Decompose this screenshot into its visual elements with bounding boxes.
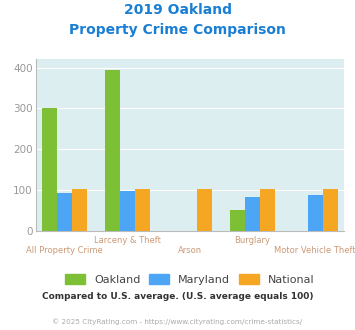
Text: © 2025 CityRating.com - https://www.cityrating.com/crime-statistics/: © 2025 CityRating.com - https://www.city… — [53, 318, 302, 325]
Bar — [72, 189, 87, 231]
Bar — [135, 189, 150, 231]
Bar — [120, 190, 135, 231]
Text: Burglary: Burglary — [235, 236, 271, 245]
Text: All Property Crime: All Property Crime — [26, 246, 103, 255]
Bar — [197, 189, 212, 231]
Legend: Oakland, Maryland, National: Oakland, Maryland, National — [65, 274, 315, 285]
Text: Compared to U.S. average. (U.S. average equals 100): Compared to U.S. average. (U.S. average … — [42, 292, 313, 301]
Bar — [42, 109, 57, 231]
Bar — [245, 197, 260, 231]
Bar — [323, 189, 338, 231]
Text: Larceny & Theft: Larceny & Theft — [94, 236, 161, 245]
Bar — [105, 70, 120, 231]
Text: Arson: Arson — [178, 246, 202, 255]
Bar — [260, 189, 275, 231]
Bar — [57, 193, 72, 231]
Text: Motor Vehicle Theft: Motor Vehicle Theft — [274, 246, 355, 255]
Text: 2019 Oakland: 2019 Oakland — [124, 3, 231, 17]
Text: Property Crime Comparison: Property Crime Comparison — [69, 23, 286, 37]
Bar — [308, 195, 323, 231]
Bar — [230, 210, 245, 231]
